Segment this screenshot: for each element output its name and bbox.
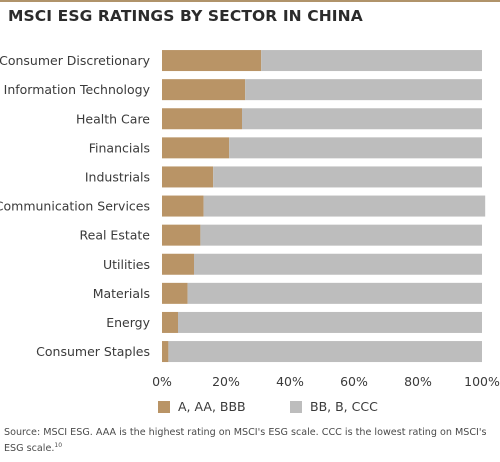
x-tick-label: 80% xyxy=(404,374,432,389)
bar-segment-low xyxy=(229,137,482,159)
legend-swatch-low xyxy=(290,400,302,413)
top-rule xyxy=(0,0,500,2)
legend-label-low: BB, B, CCC xyxy=(310,399,378,414)
bar-segment-high xyxy=(162,195,204,217)
legend: A, AA, BBB BB, B, CCC xyxy=(0,399,500,419)
bar-segment-low xyxy=(213,166,482,188)
legend-item-low: BB, B, CCC xyxy=(290,399,378,414)
bar-segment-high xyxy=(162,166,214,188)
bar-segment-high xyxy=(162,224,201,246)
x-tick-label: 100% xyxy=(464,374,500,389)
bar-segment-high xyxy=(162,341,169,363)
footnote-ref: 10 xyxy=(54,441,63,449)
bar-segment-high xyxy=(162,282,188,304)
legend-swatch-high xyxy=(158,400,170,413)
bar-segment-high xyxy=(162,137,230,159)
legend-label-high: A, AA, BBB xyxy=(178,399,246,414)
x-tick-label: 40% xyxy=(276,374,304,389)
category-label: Health Care xyxy=(76,111,150,126)
bar-segment-low xyxy=(242,108,482,130)
bar-segment-high xyxy=(162,50,262,72)
bar-segment-low xyxy=(200,224,482,246)
bar-segment-low xyxy=(168,341,482,363)
legend-item-high: A, AA, BBB xyxy=(158,399,246,414)
bar-segment-low xyxy=(203,195,486,217)
category-label: Real Estate xyxy=(80,228,151,243)
x-tick-label: 0% xyxy=(152,374,172,389)
x-tick-label: 60% xyxy=(340,374,368,389)
bar-chart: Consumer Discretionary Information Techno… xyxy=(0,50,500,389)
source-text: Source: MSCI ESG. AAA is the highest rat… xyxy=(4,427,487,454)
category-label: Consumer Staples xyxy=(36,344,150,359)
source-note: Source: MSCI ESG. AAA is the highest rat… xyxy=(4,427,496,455)
category-label: Communication Services xyxy=(0,199,150,214)
bar-segment-high xyxy=(162,108,242,130)
category-label: Information Technology xyxy=(4,82,151,97)
category-label: Energy xyxy=(106,315,150,330)
category-label: Industrials xyxy=(85,169,150,184)
category-label: Utilities xyxy=(103,257,150,272)
bar-segment-high xyxy=(162,79,246,101)
bar-segment-low xyxy=(194,253,482,275)
bar-segment-high xyxy=(162,311,178,333)
x-tick-label: 20% xyxy=(212,374,240,389)
bar-segment-high xyxy=(162,253,194,275)
bar-segment-low xyxy=(245,79,482,101)
bar-segment-low xyxy=(261,50,482,72)
category-label: Financials xyxy=(89,140,150,155)
category-label: Materials xyxy=(93,286,150,301)
category-label: Consumer Discretionary xyxy=(0,53,151,68)
bar-segment-low xyxy=(178,311,482,333)
chart-title: MSCI ESG RATINGS BY SECTOR IN CHINA xyxy=(8,7,363,25)
bar-segment-low xyxy=(187,282,482,304)
